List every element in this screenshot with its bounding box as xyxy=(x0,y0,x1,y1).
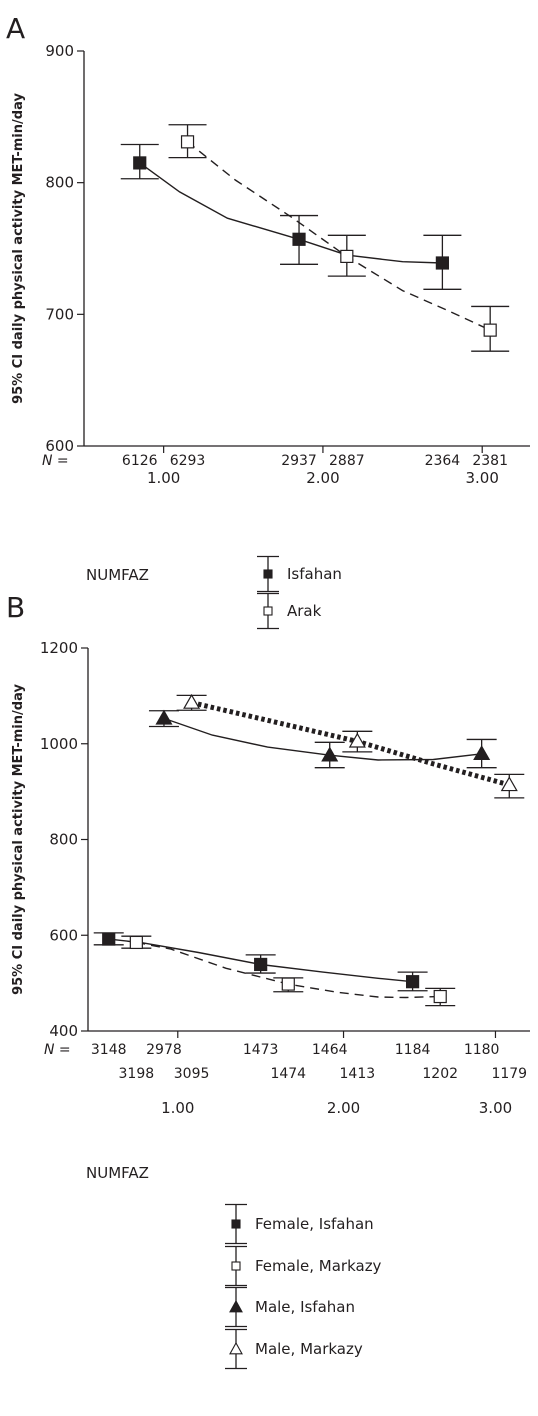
panel-b: B 400 600 800 1000 1200 1.00 2.00 3.00 N = 3148 297… xyxy=(6,591,530,1370)
n-label: 6293 xyxy=(170,453,206,469)
data-point xyxy=(254,957,268,972)
legend-marker xyxy=(263,606,273,616)
n-prefix-equals: = xyxy=(54,1042,70,1058)
data-point xyxy=(340,249,354,263)
n-label: 2887 xyxy=(329,453,365,469)
series-line xyxy=(191,700,510,788)
y-axis-title: 95% CI daily physical activity MET-min/d… xyxy=(11,93,26,404)
legend-label: Female, Isfahan xyxy=(255,1215,374,1233)
series-1 xyxy=(121,935,456,1007)
data-point xyxy=(435,256,449,270)
x-category-label: 1.00 xyxy=(161,1099,194,1117)
n-label: 1413 xyxy=(340,1066,376,1082)
n-label: 3095 xyxy=(174,1066,210,1082)
data-point xyxy=(133,156,147,170)
data-point xyxy=(348,732,366,748)
x-category-label: 1.00 xyxy=(147,469,180,487)
data-point xyxy=(433,989,447,1004)
y-tick-label: 800 xyxy=(45,174,74,192)
n-label: 2937 xyxy=(281,453,317,469)
series-line xyxy=(136,941,441,999)
x-category-label: 3.00 xyxy=(466,469,499,487)
legend-title: NUMFAZ xyxy=(86,566,149,584)
x-category-label: 2.00 xyxy=(327,1099,360,1117)
y-tick-label: 1200 xyxy=(40,639,78,657)
y-tick-label: 1000 xyxy=(40,735,78,753)
n-label: 2381 xyxy=(472,453,508,469)
x-category-label: 2.00 xyxy=(306,469,339,487)
series-line xyxy=(139,162,443,264)
series-2 xyxy=(148,709,497,769)
data-point xyxy=(500,776,518,792)
series-0 xyxy=(93,932,428,992)
legend-label: Male, Isfahan xyxy=(255,1298,355,1316)
n-label: 6126 xyxy=(122,453,158,469)
data-point xyxy=(281,977,295,991)
data-point xyxy=(102,932,116,946)
y-tick-label: 400 xyxy=(49,1022,78,1040)
n-label: 1464 xyxy=(312,1042,348,1058)
legend-label: Male, Markazy xyxy=(255,1340,363,1358)
y-tick-label: 800 xyxy=(49,831,78,849)
legend-marker xyxy=(231,1219,241,1229)
n-prefix-symbol: N xyxy=(44,1042,55,1058)
n-label: 1474 xyxy=(270,1066,306,1082)
legend: NUMFAZ Female, Isfahan Female, Markazy Male… xyxy=(86,1164,382,1370)
x-category-label: 3.00 xyxy=(479,1099,512,1117)
y-tick-label: 600 xyxy=(49,926,78,944)
n-label: 2978 xyxy=(146,1042,182,1058)
data-point xyxy=(155,709,173,725)
legend-marker xyxy=(231,1261,241,1271)
n-label: 2364 xyxy=(425,453,461,469)
n-prefix-symbol: N xyxy=(42,453,53,469)
n-prefix: N = xyxy=(44,1042,71,1058)
panel-a: A 600 700 800 900 1.00 2.00 3.00 N = 6126 6293 2937… xyxy=(6,12,530,630)
legend-marker xyxy=(229,1299,243,1313)
data-point xyxy=(183,693,201,709)
panel-label: B xyxy=(6,591,25,624)
legend: NUMFAZ Isfahan Arak xyxy=(86,555,342,630)
legend-marker xyxy=(229,1341,243,1355)
n-label: 3148 xyxy=(91,1042,127,1058)
n-prefix: N = xyxy=(42,453,69,469)
n-label: 1473 xyxy=(243,1042,279,1058)
n-label: 1180 xyxy=(464,1042,500,1058)
series-3 xyxy=(176,693,525,799)
series-1 xyxy=(168,124,510,352)
y-axis-title: 95% CI daily physical activity MET-min/d… xyxy=(11,684,26,995)
legend-title: NUMFAZ xyxy=(86,1164,149,1182)
data-point xyxy=(473,745,491,761)
data-point xyxy=(292,232,306,246)
legend-label: Arak xyxy=(287,602,322,620)
panel-label: A xyxy=(6,12,25,45)
n-label: 1184 xyxy=(395,1042,431,1058)
data-point xyxy=(483,323,497,337)
n-label: 3198 xyxy=(119,1066,155,1082)
n-prefix-equals: = xyxy=(52,453,68,469)
n-label: 1179 xyxy=(491,1066,527,1082)
n-label: 1202 xyxy=(422,1066,458,1082)
y-tick-label: 900 xyxy=(45,42,74,60)
data-point xyxy=(180,135,195,149)
y-tick-label: 700 xyxy=(45,305,74,323)
y-tick-label: 600 xyxy=(45,437,74,455)
series-line xyxy=(163,717,482,761)
legend-label: Female, Markazy xyxy=(255,1257,382,1275)
data-point xyxy=(405,975,420,989)
legend-marker xyxy=(263,569,273,579)
series-0 xyxy=(120,143,462,290)
data-point xyxy=(321,746,339,762)
legend-label: Isfahan xyxy=(287,565,342,583)
data-point xyxy=(129,935,143,950)
